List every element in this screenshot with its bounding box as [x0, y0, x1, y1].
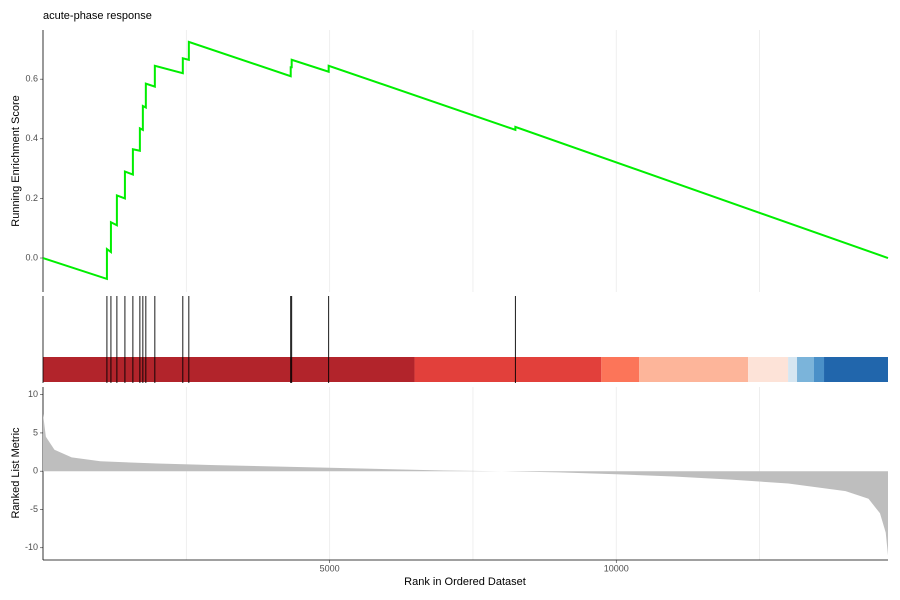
rank-band	[748, 357, 789, 382]
y-axis-label: Ranked List Metric	[10, 427, 22, 519]
ranked-metric-area	[43, 413, 888, 556]
rank-band	[813, 357, 825, 382]
x-tick-label: 10000	[604, 563, 629, 573]
y-tick-label: 0.0	[25, 252, 38, 262]
y-axis-label: Running Enrichment Score	[10, 95, 22, 226]
y-tick-label: 0.6	[25, 74, 38, 84]
running-score-line	[42, 40, 889, 281]
chart-title: acute-phase response	[43, 10, 152, 22]
y-tick-label: -10	[25, 542, 38, 552]
y-tick-label: 10	[28, 389, 38, 399]
rank-band	[797, 357, 814, 382]
rank-band	[639, 357, 749, 382]
x-axis-label: Rank in Ordered Dataset	[404, 576, 526, 588]
rank-band	[824, 357, 888, 382]
rank-band	[601, 357, 640, 382]
rank-band	[414, 357, 602, 382]
y-tick-label: -5	[30, 504, 38, 514]
y-tick-label: 0	[33, 466, 38, 476]
rank-band	[43, 357, 415, 382]
y-tick-label: 0.4	[25, 133, 38, 143]
rank-band	[788, 357, 798, 382]
y-tick-label: 5	[33, 427, 38, 437]
x-tick-label: 5000	[320, 563, 340, 573]
y-tick-label: 0.2	[25, 193, 38, 203]
